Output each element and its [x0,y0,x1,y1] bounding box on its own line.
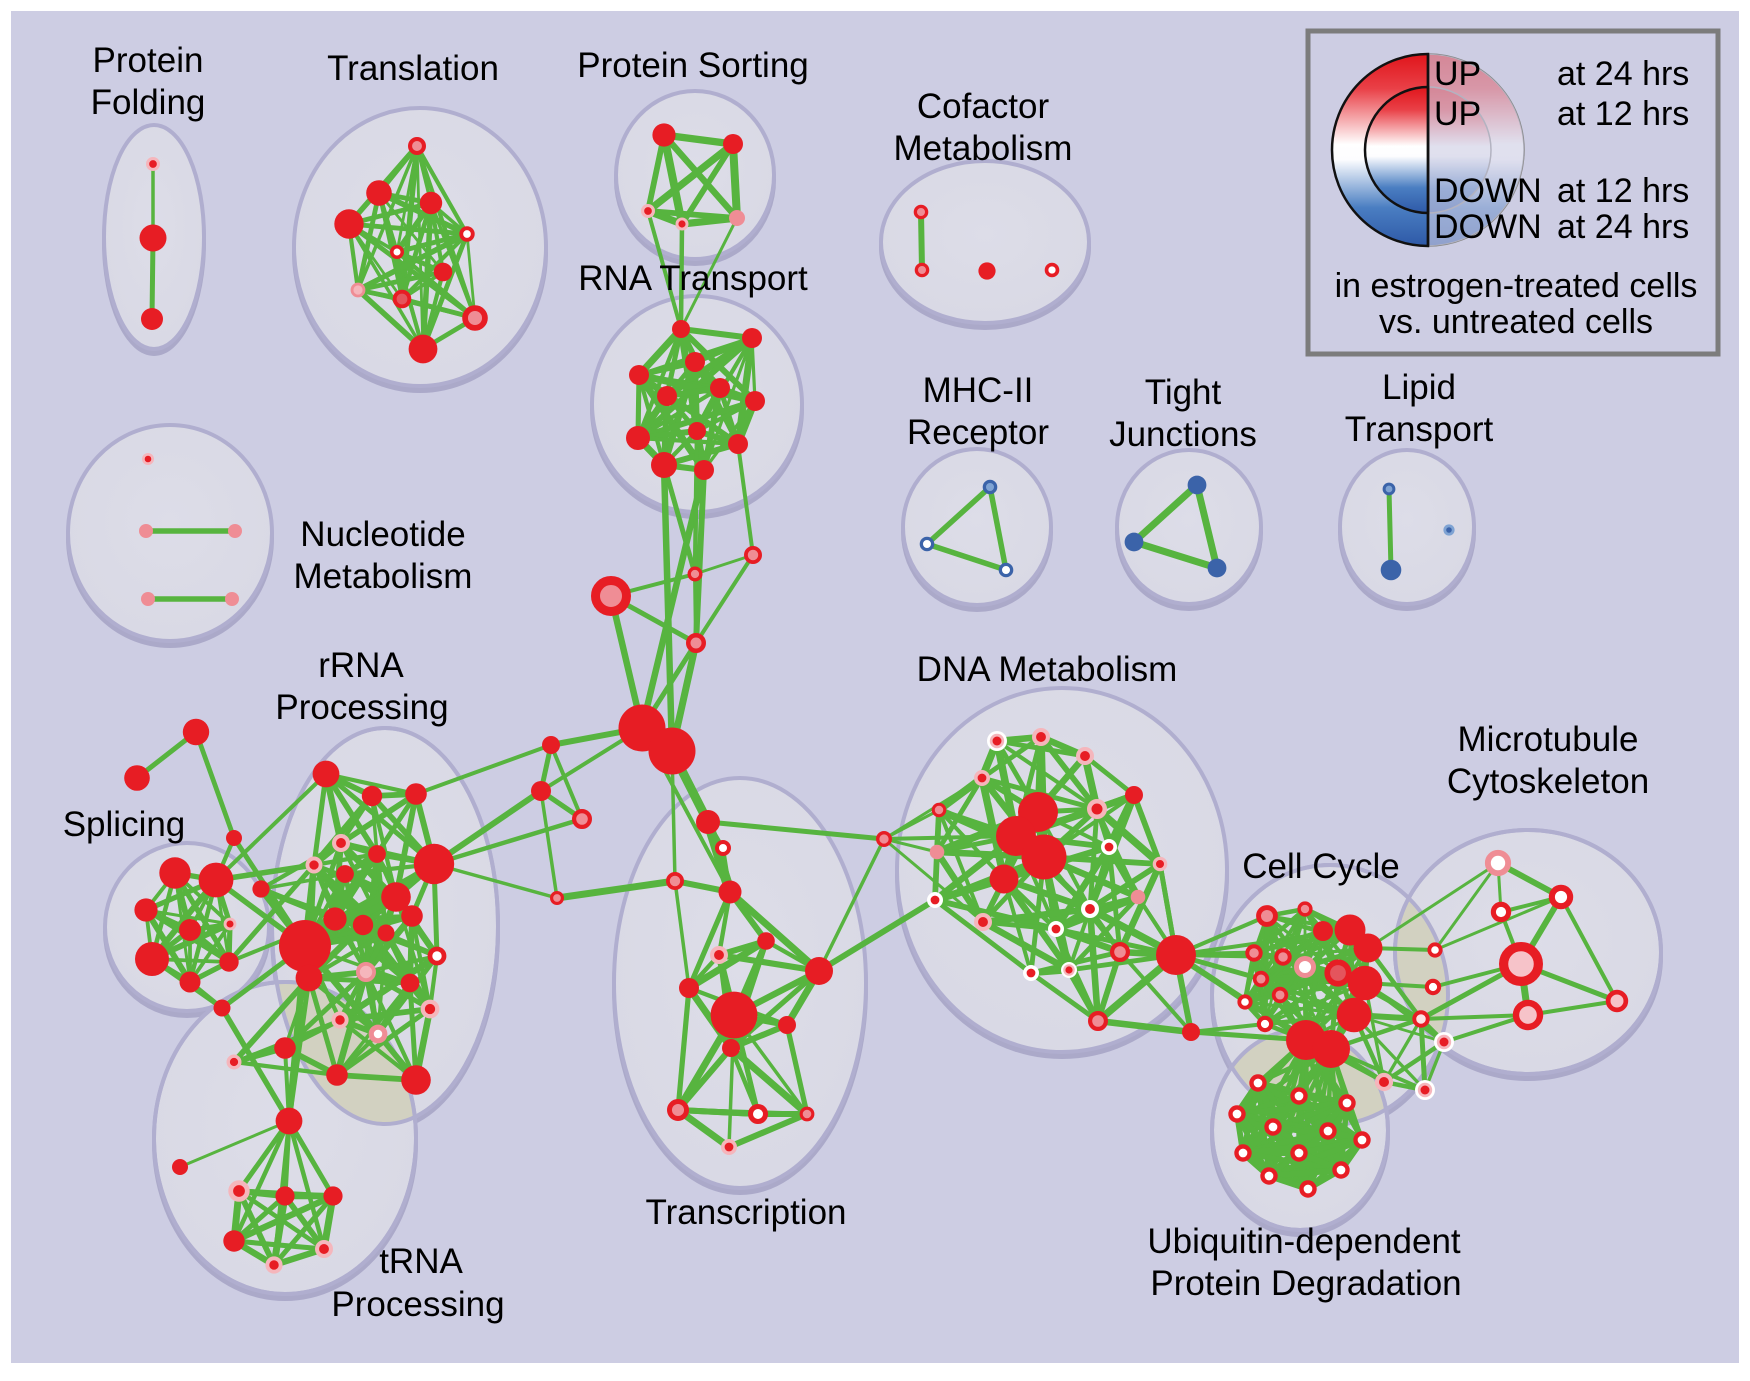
svg-text:Folding: Folding [91,83,206,122]
svg-text:Transcription: Transcription [646,1193,847,1232]
svg-text:at 12 hrs: at 12 hrs [1557,95,1689,133]
svg-text:Ubiquitin-dependent: Ubiquitin-dependent [1147,1222,1461,1261]
svg-text:tRNA: tRNA [379,1242,463,1281]
svg-text:DOWN: DOWN [1434,208,1542,246]
svg-text:Metabolism: Metabolism [894,129,1073,168]
svg-text:Nucleotide: Nucleotide [300,515,465,554]
svg-text:MHC-II: MHC-II [923,371,1034,410]
svg-text:DOWN: DOWN [1434,172,1542,210]
svg-text:Translation: Translation [327,49,499,88]
svg-text:at 24 hrs: at 24 hrs [1557,208,1689,246]
svg-text:at 24 hrs: at 24 hrs [1557,55,1689,93]
svg-text:vs. untreated cells: vs. untreated cells [1379,303,1653,341]
svg-text:DNA Metabolism: DNA Metabolism [917,650,1178,689]
svg-text:in estrogen-treated cells: in estrogen-treated cells [1335,267,1698,305]
svg-text:rRNA: rRNA [318,646,404,685]
svg-text:Splicing: Splicing [63,805,186,844]
svg-text:Tight: Tight [1145,373,1222,412]
svg-text:Cell Cycle: Cell Cycle [1242,847,1400,886]
svg-text:RNA Transport: RNA Transport [578,259,808,298]
svg-text:Protein Degradation: Protein Degradation [1150,1264,1461,1303]
svg-text:Cytoskeleton: Cytoskeleton [1447,762,1649,801]
svg-text:UP: UP [1434,95,1481,133]
svg-text:Lipid: Lipid [1382,368,1456,407]
svg-text:UP: UP [1434,55,1481,93]
svg-text:Protein Sorting: Protein Sorting [577,46,809,85]
svg-text:Processing: Processing [331,1285,504,1324]
svg-text:Metabolism: Metabolism [294,557,473,596]
svg-text:Processing: Processing [275,688,448,727]
svg-text:at 12 hrs: at 12 hrs [1557,172,1689,210]
svg-text:Protein: Protein [93,41,204,80]
svg-text:Microtubule: Microtubule [1458,720,1639,759]
svg-text:Transport: Transport [1345,410,1494,449]
svg-text:Junctions: Junctions [1109,415,1257,454]
svg-text:Cofactor: Cofactor [917,87,1050,126]
svg-text:Receptor: Receptor [907,413,1049,452]
